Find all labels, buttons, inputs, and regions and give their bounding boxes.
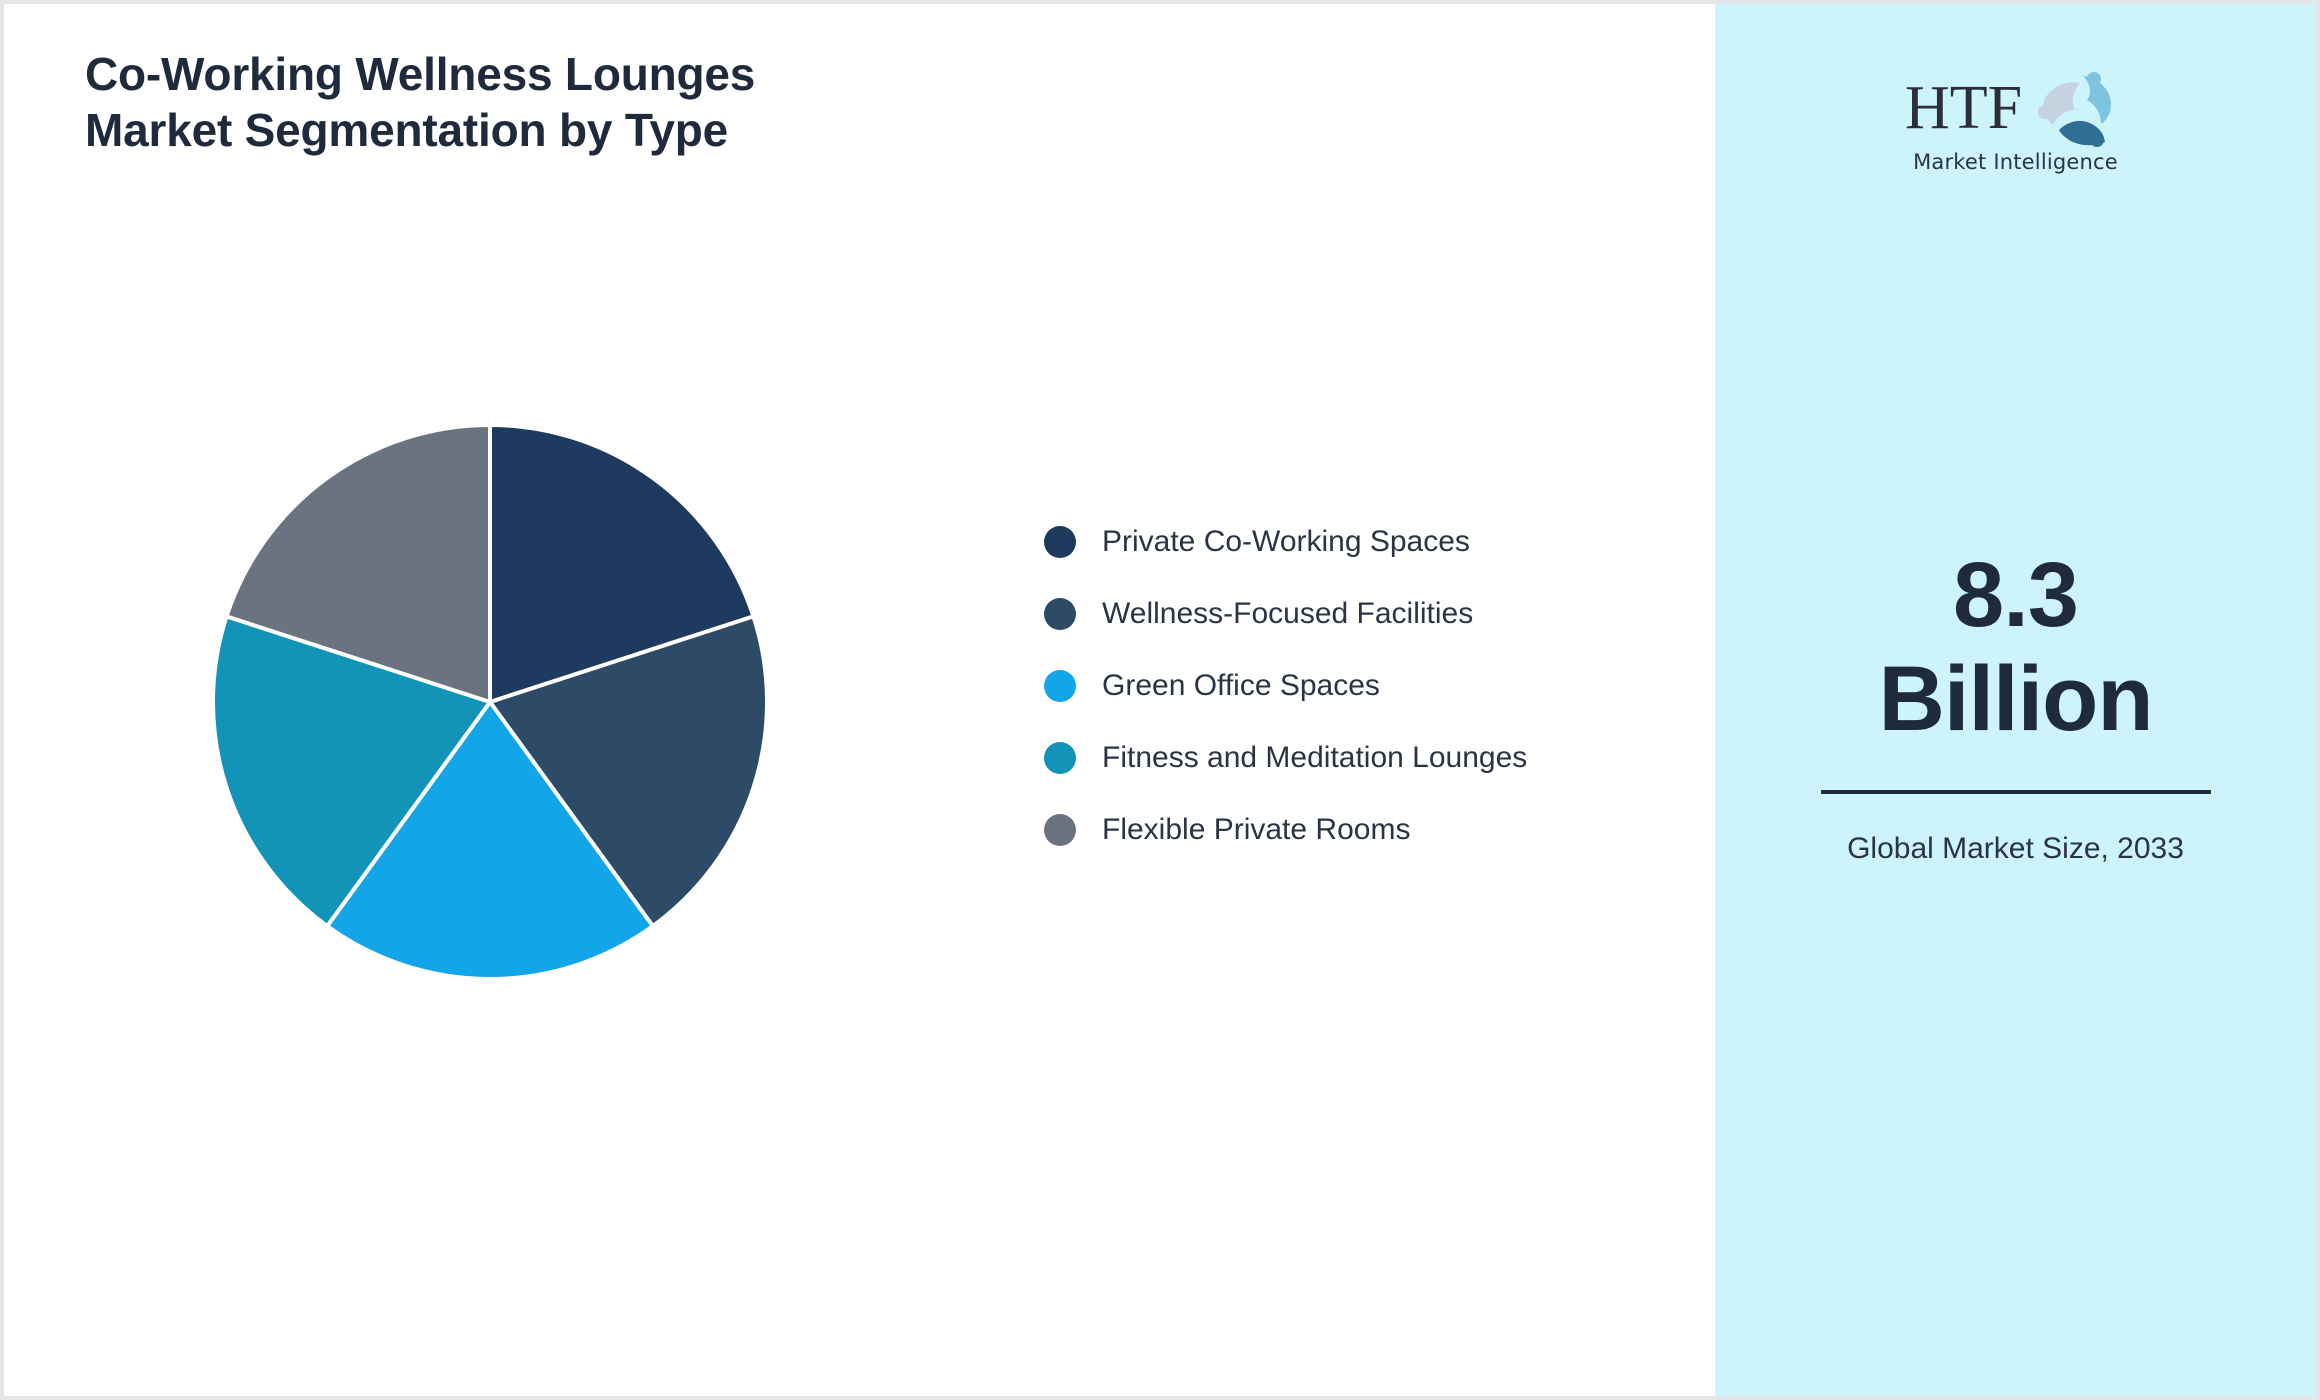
- pie-slice[interactable]: [325, 700, 655, 982]
- legend-label: Flexible Private Rooms: [1102, 813, 1411, 846]
- legend-swatch-icon: [1044, 598, 1076, 630]
- legend-item-fitness-and-meditation-lounges[interactable]: Fitness and Meditation Lounges: [1044, 738, 1527, 778]
- legend-item-private-co-working-spaces[interactable]: Private Co-Working Spaces: [1044, 522, 1527, 562]
- logo-subtitle: Market Intelligence: [1913, 150, 2118, 174]
- logo-wordmark-text: HTF: [1905, 74, 2022, 142]
- logo-head-top: [2086, 72, 2101, 86]
- legend-swatch-icon: [1044, 814, 1076, 846]
- pie-chart-svg: [211, 423, 769, 982]
- legend-label: Green Office Spaces: [1102, 669, 1380, 702]
- legend-swatch-icon: [1044, 670, 1076, 702]
- brand-logo: HTF Market Intelligence: [1891, 66, 2141, 173]
- htf-logo-icon: HTF: [1901, 66, 2131, 150]
- logo-figure-top: [2082, 76, 2111, 124]
- page-title: Co-Working Wellness Lounges Market Segme…: [85, 48, 756, 157]
- logo-head-left: [2037, 105, 2052, 119]
- pie-chart: [211, 423, 769, 982]
- legend-label: Wellness-Focused Facilities: [1102, 597, 1474, 630]
- legend-item-flexible-private-rooms[interactable]: Flexible Private Rooms: [1044, 810, 1527, 850]
- logo-head-bottom: [2089, 133, 2104, 147]
- stat-caption: Global Market Size, 2033: [1847, 831, 2184, 865]
- legend-swatch-icon: [1044, 526, 1076, 558]
- legend-label: Fitness and Meditation Lounges: [1102, 741, 1528, 774]
- main-chart-panel: Co-Working Wellness Lounges Market Segme…: [4, 4, 1715, 1396]
- pie-slice[interactable]: [488, 423, 756, 704]
- legend-item-wellness-focused-facilities[interactable]: Wellness-Focused Facilities: [1044, 594, 1527, 634]
- legend-item-green-office-spaces[interactable]: Green Office Spaces: [1044, 666, 1527, 706]
- stat-divider: [1820, 789, 2211, 794]
- legend-swatch-icon: [1044, 742, 1076, 774]
- logo-figure-left: [2042, 82, 2080, 125]
- legend-label: Private Co-Working Spaces: [1102, 525, 1470, 558]
- pie-slice[interactable]: [488, 614, 769, 929]
- stat-value: 8.3 Billion: [1878, 544, 2153, 750]
- pie-slice[interactable]: [224, 423, 492, 704]
- pie-slice[interactable]: [211, 614, 492, 929]
- market-size-stat: 8.3 Billion Global Market Size, 2033: [1715, 544, 2316, 865]
- sidebar-panel: HTF Market Intelligence 8.3 Billion: [1715, 4, 2316, 1396]
- chart-legend: Private Co-Working Spaces Wellness-Focus…: [1044, 522, 1527, 850]
